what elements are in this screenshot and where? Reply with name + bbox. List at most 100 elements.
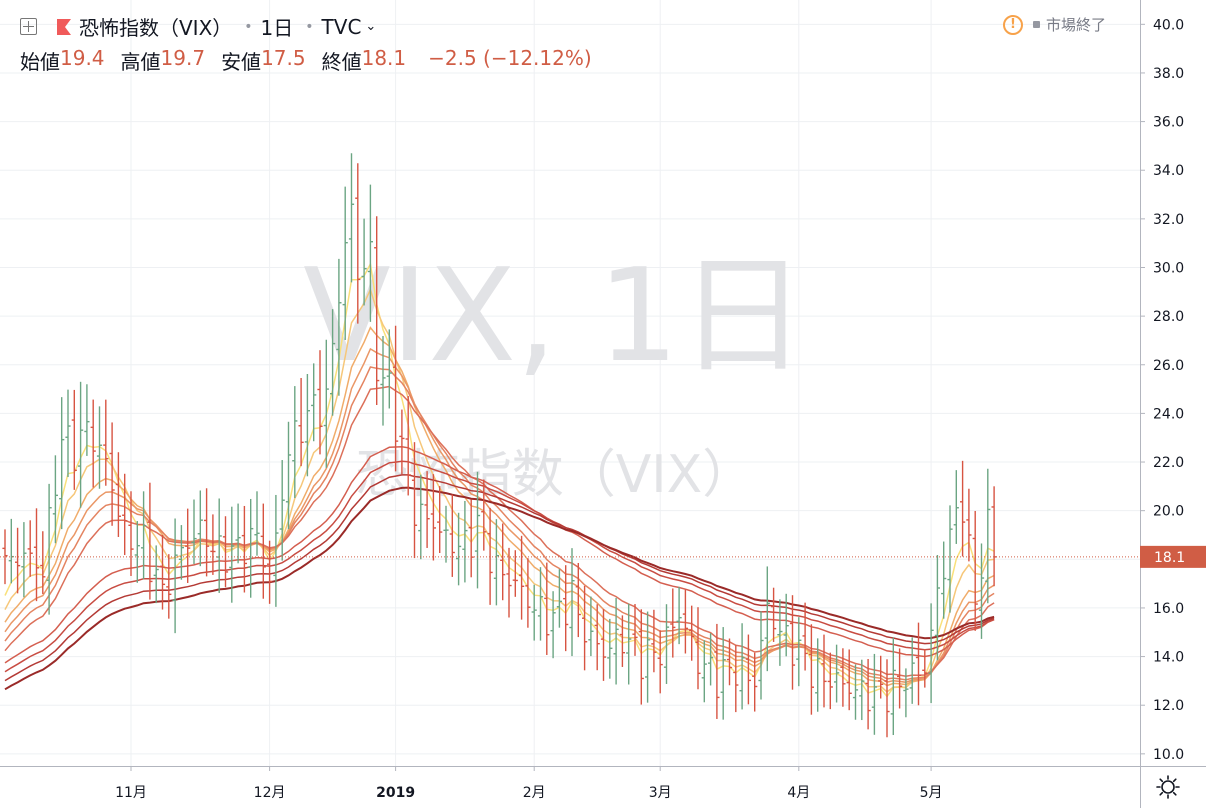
ohlc-bar	[380, 336, 386, 426]
ohlc-bar	[59, 397, 65, 530]
ohlc-bar	[204, 488, 210, 577]
ohlc-bar	[808, 624, 814, 715]
close-label: 終値	[321, 50, 362, 74]
ohlc-bar	[147, 482, 153, 600]
market-status-text: 市場終了	[1046, 16, 1107, 34]
watermark-subtitle: 恐怖指数（VIX）	[356, 445, 755, 505]
ohlc-bar	[846, 649, 852, 711]
ohlc-bar	[947, 505, 953, 613]
ohlc-bar	[714, 623, 720, 719]
ohlc-bar	[122, 473, 128, 556]
ohlc-bar	[437, 486, 443, 554]
ohlc-bar	[342, 186, 348, 340]
ohlc-bar	[506, 547, 512, 618]
ohlc-bar	[267, 540, 273, 604]
ema-line	[4, 460, 995, 673]
ohlc-bar	[941, 541, 947, 619]
ohlc-bar	[216, 498, 222, 593]
symbol-name[interactable]: 恐怖指数（VIX）	[79, 16, 233, 40]
y-tick-label: 38.0	[1153, 66, 1184, 82]
ohlc-bar	[897, 648, 903, 709]
ohlc-bar	[52, 455, 58, 544]
ohlc-bar	[298, 377, 304, 467]
ohlc-bar	[556, 569, 562, 628]
ohlc-bar	[8, 518, 14, 584]
ohlc-bar	[928, 603, 934, 704]
alert-icon[interactable]: !	[1003, 14, 1023, 35]
ohlc-bar	[109, 422, 115, 526]
ohlc-bar	[815, 638, 821, 712]
ohlc-bar	[588, 596, 594, 657]
low-value: 17.5	[261, 46, 306, 70]
ohlc-bar	[317, 350, 323, 455]
ohlc-bar	[878, 655, 884, 699]
ohlc-bar	[960, 460, 966, 557]
ohlc-bar	[972, 510, 978, 631]
gear-icon[interactable]	[1155, 774, 1181, 800]
y-tick-label: 32.0	[1153, 212, 1184, 228]
ohlc-bar	[537, 567, 544, 641]
price-axis[interactable]: 40.0 38.0 36.0 34.0 32.0 30.0 28.0 26.0 24.0 22.0…	[1140, 17, 1184, 763]
flag-icon[interactable]	[57, 18, 71, 35]
ohlc-bar	[462, 500, 468, 583]
ohlc-bar	[33, 508, 40, 602]
ohlc-bar	[197, 490, 203, 567]
ohlc-bar	[733, 645, 739, 713]
separator-dot: •	[244, 18, 253, 35]
ohlc-bar	[285, 421, 292, 530]
ema-ribbon	[4, 261, 995, 698]
ohlc-bar	[922, 649, 928, 688]
ohlc-bar	[525, 558, 531, 628]
ohlc-bar	[600, 609, 607, 681]
ohlc-bar	[651, 609, 657, 673]
plus-icon[interactable]	[20, 18, 37, 35]
ohlc-bar	[46, 483, 52, 615]
ohlc-bar	[512, 550, 518, 597]
ohlc-bar	[2, 529, 8, 585]
ohlc-bar	[985, 468, 991, 604]
ohlc-bar	[789, 595, 796, 690]
ohlc-bar	[27, 520, 33, 577]
ohlc-bar	[210, 514, 216, 575]
ohlc-bar	[550, 591, 556, 659]
ohlc-bar	[323, 339, 329, 468]
ohlc-bar	[166, 554, 172, 619]
ema-line	[4, 445, 995, 664]
x-tick-label: 4月	[787, 785, 810, 801]
ohlc-bar	[393, 325, 399, 472]
ohlc-bar	[657, 630, 663, 694]
ohlc-bar	[418, 474, 424, 560]
ohlc-bar	[456, 512, 462, 586]
ohlc-bar	[777, 599, 783, 666]
ohlc-bar	[229, 506, 235, 603]
ohlc-bar	[670, 588, 676, 658]
ohlc-bar	[783, 593, 789, 657]
ohlc-bar	[399, 409, 405, 475]
exchange-label[interactable]: TVC	[321, 14, 362, 39]
ohlc-bar	[15, 527, 21, 594]
y-tick-label: 30.0	[1153, 260, 1184, 276]
interval-label[interactable]: 1日	[260, 16, 294, 40]
ohlc-bar	[978, 543, 985, 639]
last-price-label: 18.1	[1140, 545, 1206, 568]
ohlc-bar	[663, 604, 670, 684]
ohlc-bar	[90, 399, 96, 488]
ohlc-bar	[40, 531, 46, 594]
ohlc-bar	[222, 516, 229, 588]
y-tick-label: 28.0	[1153, 309, 1184, 325]
ohlc-bar	[78, 381, 84, 508]
ohlc-bar	[834, 644, 840, 703]
ema-line	[4, 474, 995, 682]
x-tick-label: 11月	[115, 785, 147, 801]
chevron-down-icon[interactable]: ⌄	[365, 19, 377, 34]
ohlc-bar	[248, 498, 254, 598]
ohlc-bar	[254, 491, 260, 556]
ohlc-bar	[827, 652, 833, 710]
y-tick-label: 22.0	[1153, 455, 1184, 471]
ohlc-bar	[915, 622, 922, 706]
time-axis[interactable]: 11月 12月 2019 2月 3月 4月 5月	[115, 766, 943, 801]
x-tick-label: 5月	[920, 785, 943, 801]
y-tick-label: 26.0	[1153, 358, 1184, 374]
x-tick-label: 12月	[254, 785, 286, 801]
